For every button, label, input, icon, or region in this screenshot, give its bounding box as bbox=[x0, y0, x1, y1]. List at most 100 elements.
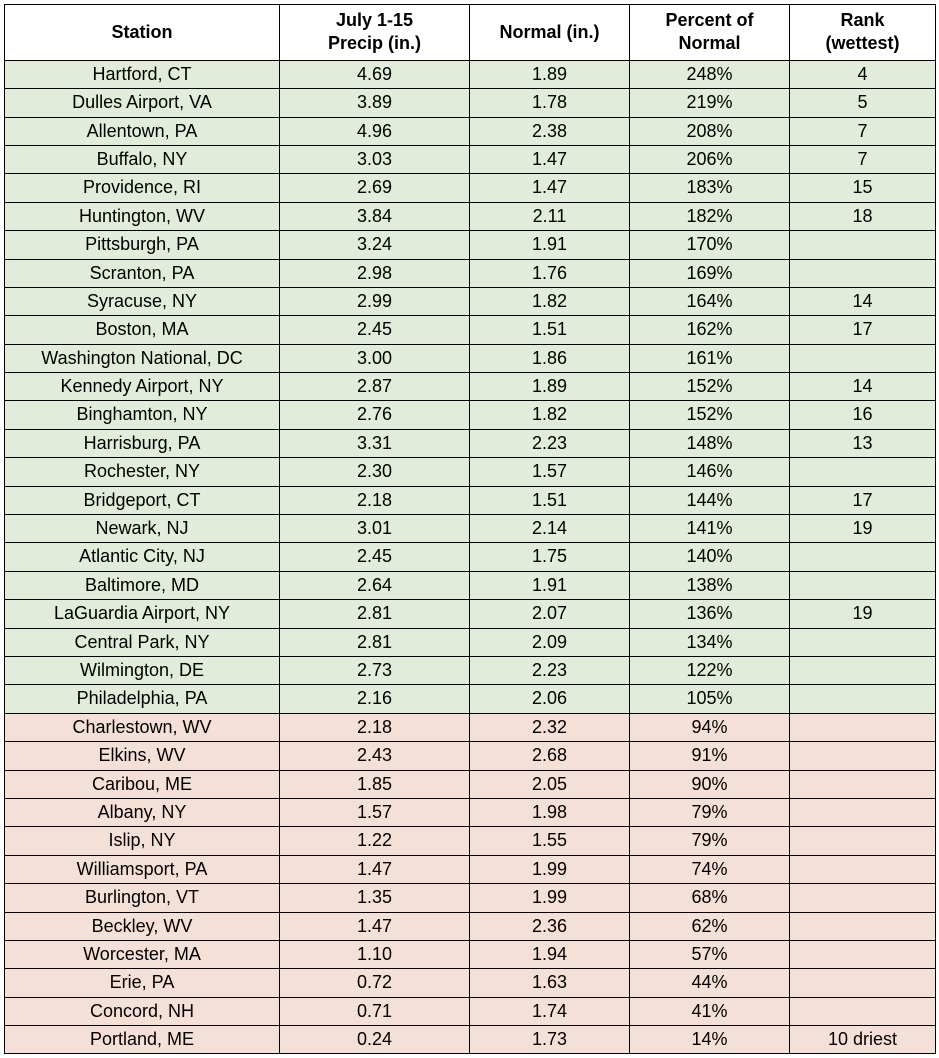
precip-cell: 2.81 bbox=[280, 628, 470, 656]
table-row: Boston, MA2.451.51162%17 bbox=[5, 316, 936, 344]
precipitation-table: StationJuly 1-15Precip (in.)Normal (in.)… bbox=[4, 4, 936, 1054]
normal-cell: 1.82 bbox=[470, 401, 630, 429]
station-cell: Pittsburgh, PA bbox=[5, 231, 280, 259]
percent-cell: 62% bbox=[630, 912, 790, 940]
precip-cell: 3.24 bbox=[280, 231, 470, 259]
normal-cell: 2.68 bbox=[470, 742, 630, 770]
precip-cell: 2.87 bbox=[280, 373, 470, 401]
precip-cell: 1.57 bbox=[280, 798, 470, 826]
precip-cell: 2.76 bbox=[280, 401, 470, 429]
station-cell: Elkins, WV bbox=[5, 742, 280, 770]
rank-cell bbox=[790, 259, 936, 287]
rank-cell bbox=[790, 628, 936, 656]
percent-cell: 134% bbox=[630, 628, 790, 656]
station-cell: Caribou, ME bbox=[5, 770, 280, 798]
normal-cell: 1.82 bbox=[470, 287, 630, 315]
percent-cell: 206% bbox=[630, 145, 790, 173]
precip-cell: 3.84 bbox=[280, 202, 470, 230]
rank-cell: 17 bbox=[790, 486, 936, 514]
percent-cell: 140% bbox=[630, 543, 790, 571]
precip-cell: 1.10 bbox=[280, 940, 470, 968]
normal-cell: 2.36 bbox=[470, 912, 630, 940]
percent-cell: 105% bbox=[630, 685, 790, 713]
table-row: Worcester, MA1.101.9457% bbox=[5, 940, 936, 968]
station-cell: Worcester, MA bbox=[5, 940, 280, 968]
column-header: Normal (in.) bbox=[470, 5, 630, 61]
station-cell: Scranton, PA bbox=[5, 259, 280, 287]
normal-cell: 1.99 bbox=[470, 855, 630, 883]
percent-cell: 152% bbox=[630, 373, 790, 401]
table-row: Providence, RI2.691.47183%15 bbox=[5, 174, 936, 202]
percent-cell: 136% bbox=[630, 600, 790, 628]
table-row: Kennedy Airport, NY2.871.89152%14 bbox=[5, 373, 936, 401]
station-cell: Bridgeport, CT bbox=[5, 486, 280, 514]
station-cell: Concord, NH bbox=[5, 997, 280, 1025]
station-cell: Rochester, NY bbox=[5, 458, 280, 486]
precip-cell: 2.98 bbox=[280, 259, 470, 287]
rank-cell bbox=[790, 969, 936, 997]
precip-cell: 3.00 bbox=[280, 344, 470, 372]
rank-cell: 14 bbox=[790, 373, 936, 401]
precip-cell: 2.81 bbox=[280, 600, 470, 628]
table-row: Atlantic City, NJ2.451.75140% bbox=[5, 543, 936, 571]
percent-cell: 68% bbox=[630, 884, 790, 912]
normal-cell: 2.14 bbox=[470, 515, 630, 543]
precip-cell: 2.18 bbox=[280, 486, 470, 514]
table-row: Dulles Airport, VA3.891.78219%5 bbox=[5, 89, 936, 117]
percent-cell: 91% bbox=[630, 742, 790, 770]
station-cell: Hartford, CT bbox=[5, 60, 280, 88]
station-cell: Newark, NJ bbox=[5, 515, 280, 543]
station-cell: Harrisburg, PA bbox=[5, 429, 280, 457]
rank-cell bbox=[790, 940, 936, 968]
normal-cell: 2.38 bbox=[470, 117, 630, 145]
rank-cell bbox=[790, 543, 936, 571]
table-body: Hartford, CT4.691.89248%4Dulles Airport,… bbox=[5, 60, 936, 1054]
rank-cell: 18 bbox=[790, 202, 936, 230]
table-row: Hartford, CT4.691.89248%4 bbox=[5, 60, 936, 88]
rank-cell: 17 bbox=[790, 316, 936, 344]
table-row: Elkins, WV2.432.6891% bbox=[5, 742, 936, 770]
precip-cell: 3.31 bbox=[280, 429, 470, 457]
precip-cell: 2.73 bbox=[280, 656, 470, 684]
station-cell: Boston, MA bbox=[5, 316, 280, 344]
rank-cell: 14 bbox=[790, 287, 936, 315]
table-row: Williamsport, PA1.471.9974% bbox=[5, 855, 936, 883]
table-row: Portland, ME0.241.7314%10 driest bbox=[5, 1026, 936, 1054]
normal-cell: 1.47 bbox=[470, 174, 630, 202]
column-header: Station bbox=[5, 5, 280, 61]
normal-cell: 2.23 bbox=[470, 429, 630, 457]
percent-cell: 122% bbox=[630, 656, 790, 684]
station-cell: Kennedy Airport, NY bbox=[5, 373, 280, 401]
percent-cell: 183% bbox=[630, 174, 790, 202]
precip-cell: 2.16 bbox=[280, 685, 470, 713]
normal-cell: 1.89 bbox=[470, 60, 630, 88]
percent-cell: 44% bbox=[630, 969, 790, 997]
table-row: Concord, NH0.711.7441% bbox=[5, 997, 936, 1025]
rank-cell: 7 bbox=[790, 117, 936, 145]
normal-cell: 1.91 bbox=[470, 231, 630, 259]
rank-cell: 7 bbox=[790, 145, 936, 173]
precip-cell: 2.45 bbox=[280, 543, 470, 571]
column-header: Percent ofNormal bbox=[630, 5, 790, 61]
rank-cell bbox=[790, 827, 936, 855]
station-cell: Williamsport, PA bbox=[5, 855, 280, 883]
precip-cell: 1.85 bbox=[280, 770, 470, 798]
normal-cell: 1.78 bbox=[470, 89, 630, 117]
precip-cell: 2.45 bbox=[280, 316, 470, 344]
precip-cell: 4.96 bbox=[280, 117, 470, 145]
station-cell: Syracuse, NY bbox=[5, 287, 280, 315]
precip-cell: 2.18 bbox=[280, 713, 470, 741]
normal-cell: 1.99 bbox=[470, 884, 630, 912]
precip-cell: 3.01 bbox=[280, 515, 470, 543]
normal-cell: 1.94 bbox=[470, 940, 630, 968]
normal-cell: 1.57 bbox=[470, 458, 630, 486]
normal-cell: 1.91 bbox=[470, 571, 630, 599]
precip-cell: 2.64 bbox=[280, 571, 470, 599]
rank-cell bbox=[790, 656, 936, 684]
table-row: Rochester, NY2.301.57146% bbox=[5, 458, 936, 486]
table-row: Central Park, NY2.812.09134% bbox=[5, 628, 936, 656]
normal-cell: 2.32 bbox=[470, 713, 630, 741]
table-row: Beckley, WV1.472.3662% bbox=[5, 912, 936, 940]
table-row: LaGuardia Airport, NY2.812.07136%19 bbox=[5, 600, 936, 628]
rank-cell: 10 driest bbox=[790, 1026, 936, 1054]
